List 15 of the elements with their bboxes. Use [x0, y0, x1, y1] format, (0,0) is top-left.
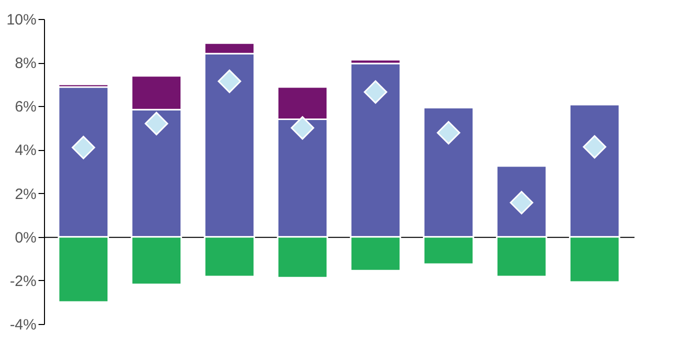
point — [436, 121, 460, 144]
y-tick-label: -2% — [10, 272, 36, 290]
y-tick-label: 8% — [14, 55, 36, 72]
y-tick-label: -4% — [10, 316, 36, 334]
point — [144, 112, 168, 136]
y-tick-label: 2% — [14, 186, 36, 203]
point — [364, 80, 388, 104]
point — [72, 136, 96, 160]
y-tick-label: 0% — [14, 229, 36, 246]
y-tick-label: 4% — [14, 142, 36, 160]
point — [582, 135, 606, 159]
y-tick-label: 10% — [6, 12, 36, 28]
point — [290, 116, 314, 140]
y-tick-label: 6% — [14, 98, 36, 116]
point — [218, 70, 242, 94]
